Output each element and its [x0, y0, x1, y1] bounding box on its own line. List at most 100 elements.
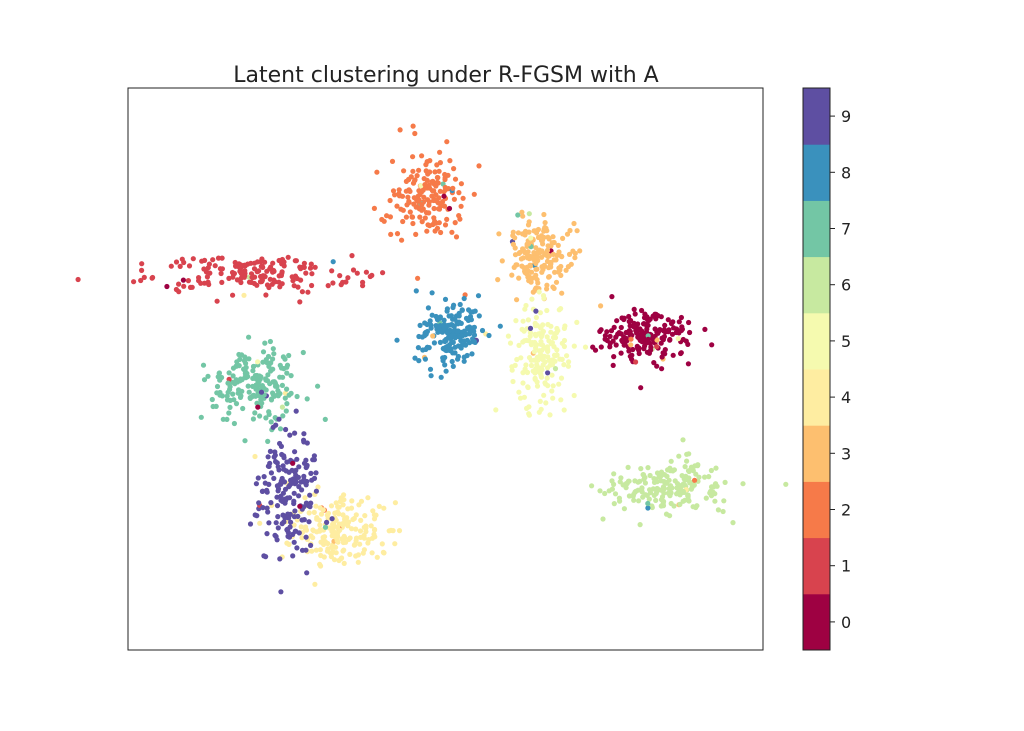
point-class-6 [665, 467, 671, 473]
point-class-0 [641, 321, 647, 327]
point-class-2 [424, 228, 430, 234]
point-class-4 [286, 541, 292, 548]
point-class-8 [413, 288, 419, 294]
point-class-5 [544, 307, 550, 314]
point-class-9 [260, 488, 266, 494]
point-class-0 [610, 338, 616, 344]
point-class-4 [342, 535, 348, 541]
colorbar-tick-label: 1 [841, 557, 851, 576]
point-class-6 [783, 481, 789, 487]
point-class-7 [246, 389, 252, 395]
point-class-0 [654, 363, 660, 369]
point-class-2 [431, 205, 437, 212]
point-class-5 [533, 314, 540, 321]
point-class-8 [427, 318, 433, 324]
point-class-7 [213, 403, 219, 409]
point-class-9 [275, 514, 281, 520]
point-class-2 [390, 188, 397, 194]
point-class-1 [226, 275, 232, 281]
point-class-6 [612, 491, 619, 497]
point-class-3 [509, 272, 515, 278]
point-class-5 [574, 319, 580, 325]
point-class-9 [313, 470, 319, 476]
point-class-2 [434, 174, 440, 181]
point-class-6 [679, 482, 685, 488]
point-class-0 [647, 340, 654, 347]
point-class-2 [426, 202, 432, 208]
point-class-0 [631, 306, 637, 312]
point-class-9 [278, 589, 284, 595]
point-class-4 [312, 581, 318, 587]
point-class-0 [602, 336, 608, 342]
point-class-6 [694, 503, 700, 509]
point-class-6 [710, 489, 716, 495]
point-class-7 [198, 414, 204, 420]
point-class-7 [226, 370, 232, 376]
point-class-5 [537, 310, 544, 316]
point-class-9 [311, 453, 317, 459]
point-class-6 [600, 516, 606, 522]
point-class-8 [440, 329, 446, 335]
point-class-7 [245, 383, 251, 389]
point-class-6 [676, 453, 682, 459]
point-class-2 [460, 195, 466, 201]
point-class-6 [686, 451, 692, 457]
point-class-2 [444, 139, 450, 145]
point-class-2 [457, 216, 463, 222]
point-class-9 [295, 474, 301, 480]
point-class-0 [670, 352, 676, 358]
point-class-9 [265, 454, 271, 460]
point-class-1 [203, 267, 209, 273]
point-class-0 [618, 350, 624, 356]
point-class-1 [329, 268, 335, 274]
point-class-3 [514, 297, 520, 303]
colorbar-segment-0 [803, 593, 830, 651]
point-class-1 [168, 263, 174, 269]
point-class-7 [266, 363, 272, 369]
point-class-2 [399, 237, 405, 243]
point-class-7 [224, 416, 230, 422]
point-class-0 [609, 294, 615, 300]
point-class-9 [291, 514, 297, 520]
point-class-7 [260, 349, 267, 355]
point-class-2 [400, 207, 406, 213]
point-class-7 [236, 363, 242, 369]
point-class-6 [589, 483, 595, 489]
point-class-0 [598, 344, 604, 350]
colorbar-tick-label: 8 [841, 163, 851, 182]
point-class-8 [433, 313, 439, 320]
point-class-7 [267, 338, 273, 345]
point-class-1 [239, 269, 245, 275]
point-class-6 [626, 493, 633, 499]
point-class-1 [212, 263, 218, 269]
point-class-4 [355, 552, 361, 558]
point-class-4 [353, 526, 359, 532]
point-class-0 [628, 336, 634, 342]
point-class-4 [314, 515, 320, 521]
point-class-8 [429, 290, 435, 296]
point-class-7 [322, 416, 328, 422]
point-class-6 [685, 494, 691, 500]
point-class-4 [353, 512, 359, 518]
point-class-2 [414, 173, 420, 179]
point-class-0 [626, 318, 632, 325]
point-class-1 [164, 283, 170, 290]
point-class-5 [545, 354, 551, 360]
point-class-7 [268, 368, 274, 374]
point-class-9 [301, 431, 307, 437]
point-class-8 [471, 338, 477, 345]
point-class-3 [570, 248, 576, 254]
point-class-0 [621, 315, 627, 321]
point-class-3 [539, 269, 545, 275]
point-class-5 [582, 344, 589, 350]
point-class-4 [321, 554, 327, 560]
point-class-1 [248, 279, 254, 285]
point-class-2 [400, 218, 406, 225]
point-class-9 [274, 494, 280, 500]
colorbar-segment-9 [803, 88, 830, 145]
point-class-0 [590, 344, 596, 350]
colorbar-segment-8 [803, 144, 830, 201]
point-class-3 [565, 264, 572, 270]
point-class-8 [445, 322, 451, 328]
point-class-1 [295, 284, 301, 290]
